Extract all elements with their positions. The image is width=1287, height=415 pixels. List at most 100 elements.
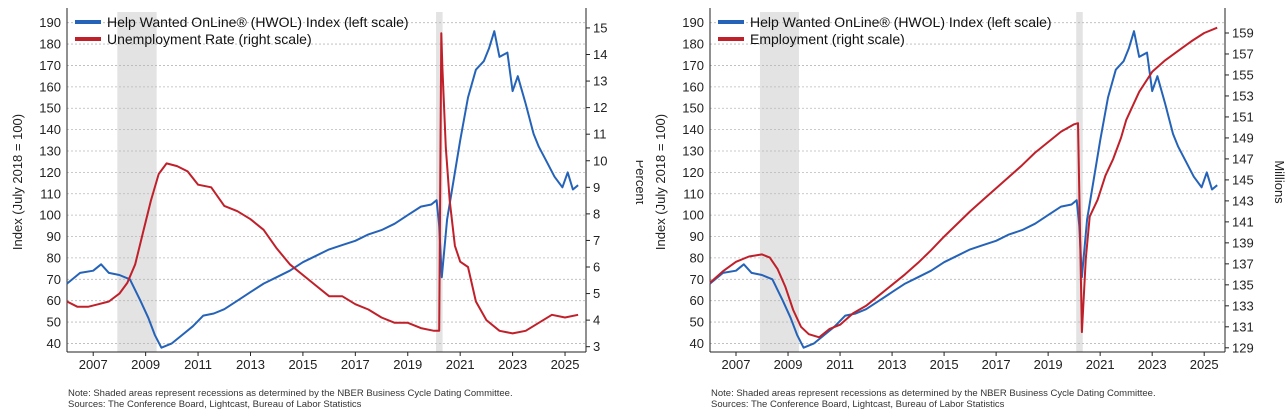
y-right-tick-label: 157 — [1232, 46, 1254, 61]
y-right-tick-label: 11 — [593, 127, 607, 142]
y-left-tick-label: 120 — [39, 165, 61, 180]
series-line-hwol-index — [66, 30, 579, 349]
chart-panel-unemployment: 40 50 60 70 80 90 100 110 120 130 140 150 160 170 180 1… — [0, 0, 643, 415]
y-right-tick-label: 159 — [1232, 25, 1254, 40]
y-right-tick-label: 155 — [1232, 67, 1254, 82]
y-right-tick-label: 133 — [1232, 298, 1254, 313]
y-right-tick-label: 3 — [593, 339, 600, 354]
chart-note: Note: Shaded areas represent recessions … — [68, 388, 513, 410]
y-right-tick-label: 141 — [1232, 214, 1254, 229]
y-right-tick-label: 129 — [1232, 340, 1254, 355]
y-left-tick-label: 90 — [690, 229, 704, 244]
chart-unemployment: 40 50 60 70 80 90 100 110 120 130 140 150 160 170 180 1… — [10, 8, 643, 372]
x-tick-label: 2023 — [498, 357, 527, 372]
y-right-tick-label: 147 — [1232, 151, 1254, 166]
y-left-tick-label: 130 — [682, 143, 704, 158]
legend-label: Employment (right scale) — [750, 31, 905, 47]
series-line-right-scale — [66, 32, 579, 335]
x-tick-label: 2011 — [184, 357, 212, 372]
y-left-tick-label: 170 — [39, 58, 61, 73]
x-tick-label: 2015 — [288, 357, 317, 372]
y-left-tick-label: 60 — [690, 293, 704, 308]
sources-text: Sources: The Conference Board, Lightcast… — [68, 399, 362, 410]
note-text: Note: Shaded areas represent recessions … — [68, 388, 513, 399]
y-right-tick-label: 5 — [593, 286, 600, 301]
sources-text: Sources: The Conference Board, Lightcast… — [711, 399, 1005, 410]
y-right-tick-label: 135 — [1232, 277, 1254, 292]
x-tick-label: 2009 — [131, 357, 160, 372]
y-left-tick-label: 150 — [682, 101, 704, 116]
y-left-tick-label: 100 — [682, 208, 704, 223]
y-left-tick-label: 140 — [39, 122, 61, 137]
y-right-tick-label: 6 — [593, 260, 600, 275]
y-left-tick-label: 130 — [39, 143, 61, 158]
y-right-tick-label: 12 — [593, 100, 607, 115]
y-left-tick-label: 100 — [39, 208, 61, 223]
y-left-tick-label: 170 — [682, 58, 704, 73]
x-tick-label: 2019 — [393, 357, 422, 372]
y-left-tick-label: 110 — [40, 186, 61, 201]
legend-label: Help Wanted OnLine® (HWOL) Index (left s… — [107, 14, 409, 30]
y-right-tick-label: 149 — [1232, 130, 1254, 145]
x-tick-label: 2013 — [236, 357, 265, 372]
y-left-tick-label: 150 — [39, 101, 61, 116]
series-line-right-scale — [709, 26, 1218, 339]
y-left-tick-label: 50 — [47, 315, 61, 330]
legend-label: Unemployment Rate (right scale) — [107, 31, 312, 47]
y-right-tick-label: 13 — [593, 74, 607, 89]
y-right-tick-label: 8 — [593, 206, 600, 221]
y-left-tick-label: 70 — [690, 272, 704, 287]
y-right-tick-label: 137 — [1232, 256, 1254, 271]
y-right-tick-label: 15 — [593, 20, 607, 35]
y-right-tick-label: 145 — [1232, 172, 1254, 187]
y-left-tick-label: 90 — [47, 229, 61, 244]
y-right-tick-label: 153 — [1232, 88, 1254, 103]
y-right-axis-title: Percent — [633, 160, 643, 205]
y-right-tick-label: 4 — [593, 313, 600, 328]
x-tick-label: 2017 — [982, 357, 1011, 372]
x-tick-label: 2013 — [878, 357, 907, 372]
y-left-tick-label: 110 — [683, 186, 704, 201]
x-tick-label: 2025 — [1190, 357, 1219, 372]
y-left-tick-label: 190 — [39, 15, 61, 30]
y-left-tick-label: 180 — [39, 37, 61, 52]
y-left-axis-title: Index (July 2018 = 100) — [653, 114, 668, 250]
y-left-tick-label: 40 — [47, 336, 61, 351]
x-tick-label: 2007 — [722, 357, 751, 372]
x-tick-label: 2021 — [1086, 357, 1115, 372]
y-left-tick-label: 80 — [690, 250, 704, 265]
x-tick-label: 2023 — [1138, 357, 1167, 372]
x-tick-label: 2009 — [774, 357, 803, 372]
chart-employment: 40 50 60 70 80 90 100 110 120 130 140 150 160 170 180 1… — [653, 8, 1287, 372]
y-left-tick-label: 160 — [39, 79, 61, 94]
y-right-tick-label: 151 — [1232, 109, 1254, 124]
y-left-tick-label: 140 — [682, 122, 704, 137]
y-left-tick-label: 70 — [47, 272, 61, 287]
y-right-tick-label: 131 — [1232, 319, 1254, 334]
x-tick-label: 2025 — [551, 357, 580, 372]
x-tick-label: 2017 — [341, 357, 370, 372]
legend-label: Help Wanted OnLine® (HWOL) Index (left s… — [750, 14, 1052, 30]
chart-note: Note: Shaded areas represent recessions … — [711, 388, 1156, 410]
y-left-axis-title: Index (July 2018 = 100) — [10, 114, 25, 250]
chart-panel-employment: 40 50 60 70 80 90 100 110 120 130 140 150 160 170 180 1… — [643, 0, 1287, 415]
x-tick-label: 2021 — [446, 357, 475, 372]
y-right-tick-label: 14 — [593, 47, 607, 62]
x-tick-label: 2011 — [826, 357, 854, 372]
x-tick-label: 2015 — [930, 357, 959, 372]
note-text: Note: Shaded areas represent recessions … — [711, 388, 1156, 399]
y-right-tick-label: 139 — [1232, 235, 1254, 250]
y-left-tick-label: 60 — [47, 293, 61, 308]
y-left-tick-label: 120 — [682, 165, 704, 180]
y-left-tick-label: 160 — [682, 79, 704, 94]
y-left-tick-label: 80 — [47, 250, 61, 265]
y-right-tick-label: 7 — [593, 233, 600, 248]
series-line-hwol-index — [709, 30, 1218, 349]
y-left-tick-label: 190 — [682, 15, 704, 30]
y-right-axis-title: Millions — [1272, 160, 1287, 204]
y-left-tick-label: 180 — [682, 37, 704, 52]
y-left-tick-label: 40 — [690, 336, 704, 351]
y-left-tick-label: 50 — [690, 315, 704, 330]
x-tick-label: 2019 — [1034, 357, 1063, 372]
y-right-tick-label: 143 — [1232, 193, 1254, 208]
